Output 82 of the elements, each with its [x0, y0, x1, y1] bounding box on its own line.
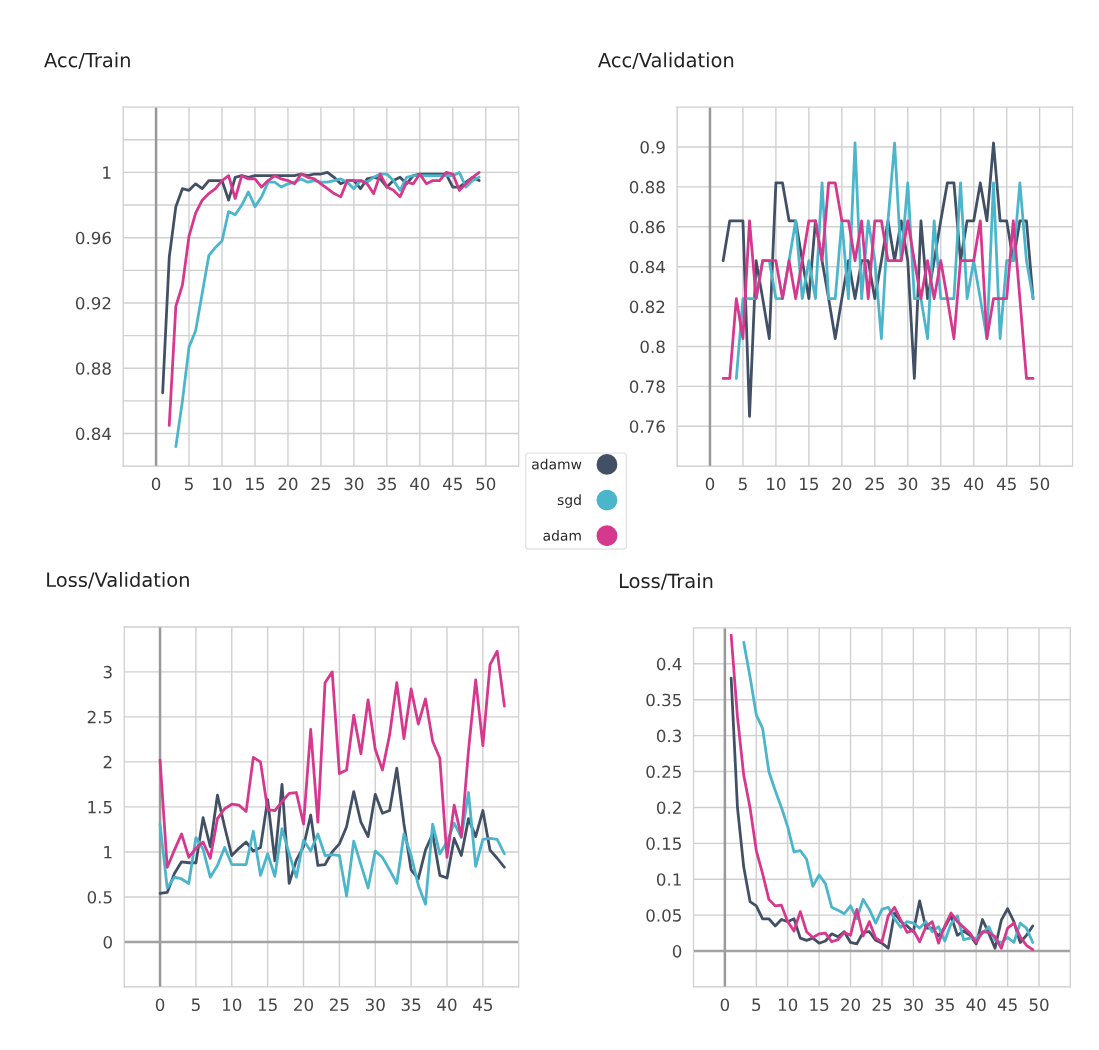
x-tick-label: 25: [872, 998, 892, 1012]
y-tick-label: 1: [103, 166, 111, 179]
y-tick-label: 0.78: [629, 380, 665, 393]
x-tick-label: 5: [191, 998, 200, 1012]
x-tick-label: 20: [841, 998, 861, 1012]
x-tick-label: 50: [476, 477, 496, 491]
x-tick-label: 25: [865, 477, 884, 491]
y-tick-label: 2: [103, 755, 112, 769]
y-tick-label: 0.84: [75, 427, 112, 441]
x-tick-label: 10: [223, 998, 242, 1012]
y-tick-label: 0: [672, 945, 682, 958]
y-tick-label: 1: [104, 846, 112, 859]
line-series: [158, 649, 506, 869]
x-tick-label: 45: [443, 477, 462, 491]
legend-label: adamw: [532, 458, 582, 470]
x-tick-label: 20: [832, 477, 852, 491]
x-tick-label: 50: [1030, 477, 1050, 491]
legend-label: sgd: [557, 494, 581, 508]
chart-title: Loss/Train: [619, 573, 713, 590]
y-tick-label: 0.84: [629, 260, 665, 274]
y-tick-label: 0.5: [87, 890, 112, 904]
x-tick-label: 40: [437, 998, 457, 1012]
x-tick-label: 35: [377, 477, 396, 491]
chart-title: Acc/Train: [44, 52, 130, 69]
x-tick-label: 5: [752, 998, 761, 1012]
line-series: [158, 791, 506, 906]
x-tick-label: 0: [151, 477, 161, 491]
x-tick-label: 0: [705, 477, 715, 491]
y-tick-label: 0.05: [646, 909, 681, 922]
chart-title: Acc/Validation: [598, 52, 734, 69]
y-tick-label: 3: [103, 665, 112, 679]
y-tick-label: 0.4: [656, 657, 682, 671]
legend-label: adam: [543, 530, 581, 541]
x-tick-label: 30: [344, 477, 364, 491]
y-tick-label: 0.1: [656, 873, 681, 886]
x-tick-label: 45: [473, 998, 493, 1012]
x-tick-label: 35: [935, 998, 954, 1012]
y-tick-label: 0: [103, 935, 112, 949]
x-tick-label: 25: [330, 998, 349, 1012]
x-tick-label: 20: [294, 998, 314, 1012]
y-tick-label: 0.8: [640, 340, 665, 354]
chart-title: Loss/Validation: [47, 572, 189, 589]
x-tick-label: 30: [904, 998, 923, 1012]
x-tick-label: 30: [898, 477, 918, 491]
x-tick-label: 10: [778, 998, 798, 1012]
y-tick-label: 2.5: [87, 710, 112, 724]
y-tick-label: 0.25: [646, 765, 681, 779]
y-tick-label: 0.86: [629, 220, 665, 234]
y-tick-label: 1.5: [88, 801, 112, 814]
x-tick-label: 50: [1029, 998, 1049, 1012]
y-tick-label: 0.88: [629, 180, 665, 194]
x-tick-label: 30: [365, 998, 385, 1012]
x-tick-label: 40: [963, 477, 984, 491]
x-tick-label: 10: [213, 477, 232, 491]
line-series: [721, 181, 1035, 380]
x-tick-label: 40: [410, 477, 430, 491]
x-tick-label: 0: [720, 998, 730, 1012]
x-tick-label: 15: [258, 998, 277, 1012]
x-tick-label: 35: [931, 477, 950, 491]
x-tick-label: 45: [997, 998, 1017, 1012]
x-tick-label: 15: [810, 998, 829, 1012]
y-tick-label: 0.15: [646, 837, 681, 850]
y-tick-label: 0.96: [75, 231, 111, 245]
x-tick-label: 10: [767, 477, 786, 491]
x-tick-label: 15: [246, 477, 265, 491]
y-tick-label: 0.76: [629, 420, 665, 433]
x-tick-label: 40: [966, 998, 986, 1012]
x-tick-label: 5: [185, 477, 193, 491]
y-tick-label: 0.9: [640, 140, 665, 154]
x-tick-label: 20: [278, 477, 298, 491]
x-tick-label: 45: [996, 477, 1016, 491]
y-tick-label: 0.88: [75, 362, 111, 375]
x-tick-label: 15: [800, 477, 819, 491]
y-tick-label: 0.2: [656, 801, 681, 815]
y-tick-label: 0.92: [75, 296, 111, 310]
x-tick-label: 35: [401, 998, 421, 1012]
x-tick-label: 5: [738, 477, 747, 491]
x-tick-label: 25: [311, 477, 331, 491]
y-tick-label: 0.3: [656, 729, 682, 743]
x-tick-label: 0: [155, 998, 165, 1012]
y-tick-label: 0.35: [646, 693, 681, 707]
y-tick-label: 0.82: [629, 300, 665, 314]
